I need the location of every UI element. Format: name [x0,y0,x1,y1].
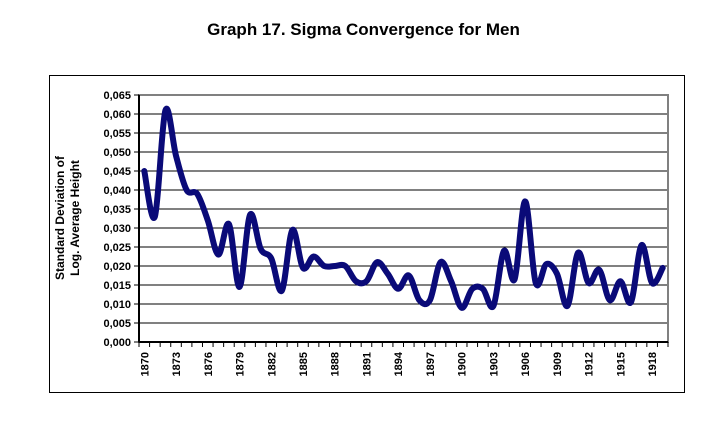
y-tick-label: 0,055 [103,128,131,140]
y-tick-label: 0,025 [103,242,131,254]
chart-title: Graph 17. Sigma Convergence for Men [207,20,520,39]
data-point-1872 [163,108,168,113]
y-tick-labels: 0,000 0,005 0,010 0,015 0,020 0,025 0,030 0,035… [103,90,131,349]
x-tick-label: 1873 [171,352,183,376]
x-tick-label: 1891 [361,352,373,376]
x-tick-label: 1894 [393,351,405,376]
plot-area-border [138,94,669,343]
x-tick-label: 1909 [552,352,564,376]
y-tick-label: 0,015 [103,280,131,292]
data-point-1886 [311,254,316,259]
y-tick-label: 0,065 [103,90,131,102]
x-tick-label: 1876 [203,352,215,376]
x-tick-label: 1912 [584,352,596,376]
data-point-1870 [142,169,147,173]
x-tick-label: 1897 [425,352,437,376]
data-point-1875 [195,191,200,196]
y-axis-label-line-2: Log. Average Height [68,160,82,276]
data-point-1916 [628,300,633,305]
data-point-1891 [364,279,369,284]
data-point-1900 [459,305,464,310]
data-points [142,108,665,310]
data-point-1902 [480,286,485,291]
series-line [141,105,666,311]
data-point-1890 [353,279,358,284]
data-point-1896 [417,298,422,303]
data-point-1873 [174,153,179,158]
data-point-1905 [512,277,517,282]
data-point-1903 [491,303,496,308]
data-point-1893 [385,271,390,276]
data-point-1897 [427,298,432,303]
data-point-1889 [343,264,348,268]
data-point-1899 [449,279,454,284]
data-point-1907 [533,281,538,286]
y-tick-label: 0,050 [103,147,131,159]
data-point-1878 [226,222,231,227]
x-tick-label: 1870 [139,352,151,376]
x-tick-label: 1918 [647,352,659,376]
data-point-1914 [607,298,612,303]
x-tick-label: 1906 [520,352,532,376]
data-point-1901 [470,286,475,291]
data-point-1874 [184,188,189,192]
x-tick-labels: 1870 1873 1876 1879 1882 1885 1888 1891 1894 1897… [139,351,659,376]
data-point-1908 [544,262,549,267]
x-tick-label: 1903 [488,352,500,376]
data-point-1898 [438,260,443,265]
y-tick-label: 0,030 [103,223,131,235]
data-point-1871 [152,214,157,219]
x-tick-label: 1915 [615,352,627,376]
data-point-1912 [586,281,591,286]
data-point-1918 [650,281,655,286]
data-point-1882 [269,256,274,261]
chart-frame [49,75,685,393]
data-point-1909 [554,271,559,276]
data-point-1885 [300,265,305,270]
axes [134,94,669,347]
data-point-1911 [576,250,581,255]
data-point-1910 [565,303,570,308]
data-point-1913 [597,267,602,272]
x-tick-label: 1888 [330,352,342,376]
data-point-1915 [618,279,623,284]
y-tick-label: 0,040 [103,185,131,197]
data-point-1879 [237,284,242,289]
data-point-1883 [279,288,284,293]
data-point-1887 [322,264,327,268]
y-tick-label: 0,045 [103,166,131,178]
data-point-1888 [332,264,337,268]
x-tick-label: 1882 [266,352,278,376]
data-point-1895 [406,273,411,278]
y-tick-label: 0,020 [103,261,131,273]
x-tick-label: 1879 [235,352,247,376]
data-point-1877 [216,252,221,257]
x-tick-label: 1885 [298,352,310,376]
y-tick-label: 0,000 [103,337,131,349]
gridlines [139,113,668,324]
data-point-1892 [375,260,380,265]
data-point-1919 [660,265,665,270]
y-tick-label: 0,060 [103,109,131,121]
data-point-1906 [523,199,528,204]
data-point-1904 [502,248,507,253]
data-point-1884 [290,227,295,232]
data-point-1881 [258,246,263,251]
data-point-1894 [396,286,401,291]
data-point-1917 [639,243,644,248]
y-tick-label: 0,010 [103,299,131,311]
data-point-1876 [205,218,210,223]
y-axis-label-line-1: Standard Deviation of [53,155,67,280]
x-tick-label: 1900 [457,352,469,376]
y-tick-label: 0,005 [103,318,131,330]
y-tick-label: 0,035 [103,204,131,216]
data-point-1880 [248,212,253,217]
